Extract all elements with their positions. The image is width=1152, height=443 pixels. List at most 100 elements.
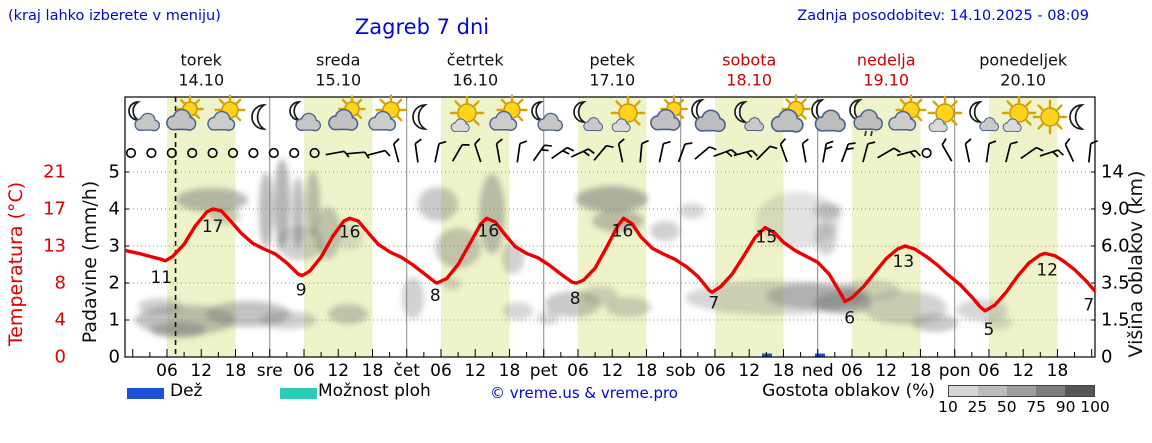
moon-smallcloud-icon — [734, 101, 765, 132]
cloud-sun-icon — [328, 95, 366, 131]
plot-frame — [124, 96, 1096, 358]
hour-tick-label: 12 — [738, 361, 760, 381]
cloud-blob — [138, 298, 182, 314]
cloud-blob — [402, 277, 424, 319]
wind-barb-icon — [532, 144, 552, 162]
density-gradient-step — [978, 386, 1007, 396]
wind-calm-icon — [125, 147, 137, 159]
hour-tick-label: 12 — [1012, 361, 1034, 381]
day-abbr-label: pet — [530, 361, 558, 381]
sun-smallcloud-icon — [449, 95, 485, 133]
hour-tick-label: 12 — [464, 361, 486, 381]
hour-tick-label: 18 — [499, 361, 521, 381]
wind-calm-icon — [921, 147, 932, 159]
temperature-label: 12 — [1036, 260, 1058, 280]
last-update-timestamp: Zadnja posodobitev: 14.10.2025 - 08:09 — [797, 8, 1089, 24]
value-axes: 21 5 14 17 4 9.0 13 3 6.0 8 2 3.5 4 1 1.5 0 0 0 — [43, 162, 1130, 368]
showers-legend-swatch — [280, 388, 317, 399]
density-scale-number: 25 — [967, 398, 988, 416]
cloud-blob — [502, 242, 524, 274]
density-scale-number: 10 — [938, 398, 958, 416]
day-name: sobota — [722, 51, 776, 70]
precipitation-tick-label: 4 — [109, 199, 120, 220]
wind-barb-icon — [677, 142, 693, 163]
hour-tick-label: 12 — [601, 361, 623, 381]
wind-barb-icon — [434, 140, 447, 163]
hour-tick-label: 12 — [875, 361, 897, 381]
weather-icons-row — [128, 94, 1085, 137]
wind-barb-icon — [593, 144, 614, 161]
temperature-curve-layer — [125, 207, 1095, 313]
wind-calm-icon — [146, 147, 157, 159]
wind-barb-icon — [495, 138, 503, 163]
wind-calm-icon — [227, 147, 239, 159]
temperature-label: 5 — [984, 320, 995, 340]
precipitation-tick-label: 2 — [109, 273, 120, 294]
cloud-height-tick-label: 9.0 — [1101, 199, 1130, 220]
wind-barb-icon — [840, 142, 856, 163]
wind-barb-icon — [1005, 141, 1018, 163]
moon-cloud-icon — [128, 101, 161, 132]
rain-bar — [815, 353, 825, 357]
cloud-blob — [337, 224, 363, 250]
temperature-tick-label: 0 — [55, 347, 66, 368]
wind-barb-icon — [1039, 149, 1064, 158]
hour-tick-label: 18 — [225, 361, 247, 381]
precipitation-tick-label: 1 — [109, 310, 120, 331]
hour-tick-label: 06 — [704, 361, 726, 381]
wind-barb-icon — [964, 138, 972, 163]
wind-calm-icon — [268, 147, 279, 159]
moon-cloud-drizzle-icon — [849, 99, 884, 137]
day-name: torek — [181, 51, 223, 70]
wind-barb-icon — [862, 141, 876, 163]
density-gradient-step — [1007, 386, 1036, 396]
cloud-blob — [503, 302, 533, 320]
wind-barb-icon — [733, 149, 758, 158]
time-axis: 06 12 18 06 12 18 sre 06 12 18 čet 06 12 18 pet 06 12 18 s… — [132, 349, 1093, 381]
moon-icon — [412, 104, 428, 130]
wind-barb-icon — [366, 149, 391, 157]
moon-cloud-icon — [289, 101, 322, 132]
wind-barb-icon — [474, 138, 482, 163]
moon-smallcloud-icon — [969, 101, 1000, 132]
wind-barb-icon — [1020, 146, 1044, 160]
cloud-blob — [176, 188, 248, 212]
cloud-blob — [679, 203, 705, 219]
density-gradient-step — [949, 386, 978, 396]
hour-tick-label: 18 — [636, 361, 658, 381]
rain-bars — [762, 353, 825, 357]
temperature-label: 17 — [202, 217, 224, 237]
cloud-blob — [650, 221, 680, 241]
density-scale-number: 100 — [1080, 398, 1110, 416]
hour-tick-label: 06 — [978, 361, 1000, 381]
hour-tick-label: 06 — [293, 361, 315, 381]
cloud-blob — [306, 171, 320, 237]
wind-barb-icon — [756, 145, 778, 161]
temperature-tick-label: 8 — [55, 273, 66, 294]
cloud-density-gradient — [948, 385, 1095, 397]
cloud-blob — [479, 174, 505, 254]
day-abbr-label: ned — [802, 361, 834, 381]
day-abbr-label: pon — [939, 361, 971, 381]
cloud-sun-icon — [650, 95, 688, 131]
temperature-label: 13 — [893, 252, 915, 272]
hour-tick-label: 06 — [567, 361, 589, 381]
temperature-label: 16 — [339, 222, 361, 242]
wind-barb-icon — [801, 138, 809, 163]
wind-barb-icon — [414, 138, 422, 163]
temperature-label: 15 — [756, 228, 778, 248]
cloud-blob — [582, 286, 618, 304]
day-date: 19.10 — [863, 71, 909, 90]
hour-tick-label: 18 — [773, 361, 795, 381]
wind-barb-icon — [877, 147, 901, 159]
wind-barb-icon — [516, 140, 528, 163]
density-scale-number: 50 — [996, 398, 1017, 416]
temperature-tick-label: 13 — [43, 236, 66, 257]
density-scale-number: 90 — [1055, 398, 1076, 416]
temperature-label: 11 — [150, 268, 172, 288]
temperature-label: 16 — [478, 221, 500, 241]
moon-icon — [1069, 104, 1085, 130]
wind-barb-icon — [1087, 139, 1098, 163]
cloud-blob — [259, 172, 273, 248]
wind-barb-icon — [451, 143, 470, 162]
